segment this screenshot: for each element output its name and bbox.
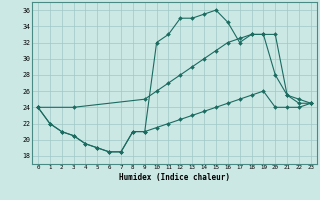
X-axis label: Humidex (Indice chaleur): Humidex (Indice chaleur) xyxy=(119,173,230,182)
